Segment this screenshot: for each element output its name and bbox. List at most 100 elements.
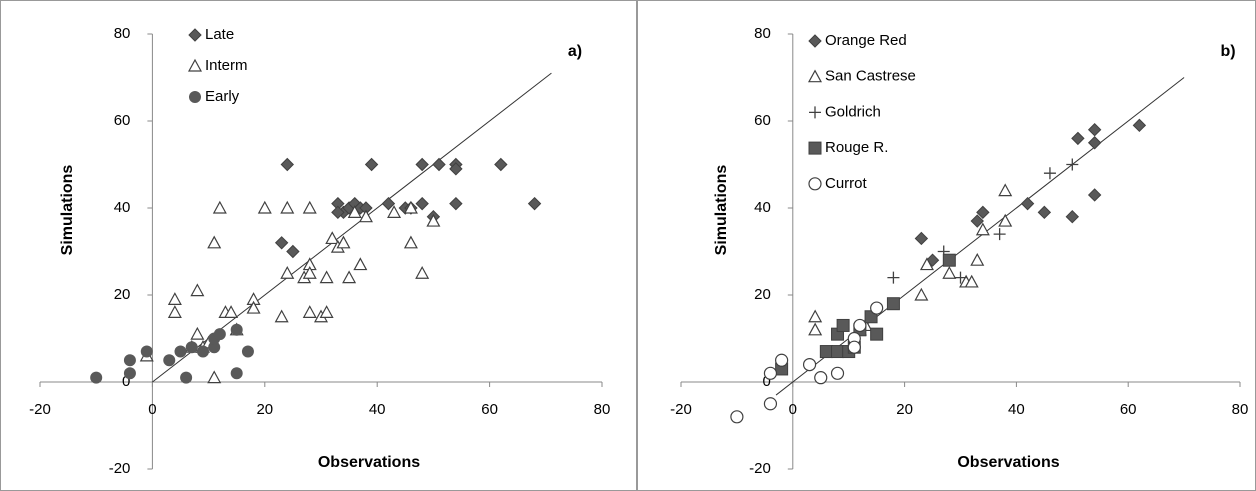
point bbox=[494, 157, 508, 172]
point bbox=[331, 205, 345, 220]
x-tick-label: 80 bbox=[594, 401, 611, 418]
point bbox=[1132, 118, 1147, 133]
point bbox=[403, 200, 418, 214]
point bbox=[914, 231, 929, 246]
point bbox=[449, 162, 463, 176]
point bbox=[90, 371, 103, 384]
x-axis-title: Observations bbox=[318, 454, 420, 471]
point bbox=[830, 366, 845, 380]
y-tick-label: 0 bbox=[762, 373, 770, 390]
point bbox=[975, 222, 990, 236]
x-axis-title: Observations bbox=[957, 454, 1059, 471]
point bbox=[381, 196, 396, 211]
legend-marker bbox=[808, 34, 822, 48]
point bbox=[302, 200, 317, 214]
legend-label: Late bbox=[205, 26, 234, 43]
point bbox=[914, 287, 929, 301]
point bbox=[325, 231, 340, 245]
point bbox=[426, 213, 441, 227]
point bbox=[730, 410, 744, 424]
point bbox=[1087, 122, 1102, 137]
point bbox=[853, 318, 867, 333]
point bbox=[964, 274, 979, 288]
legend-marker bbox=[809, 106, 821, 119]
legend-marker bbox=[808, 177, 822, 191]
point bbox=[167, 305, 182, 318]
y-tick-label: 20 bbox=[754, 286, 771, 303]
point bbox=[887, 271, 900, 284]
point bbox=[1065, 209, 1080, 224]
point bbox=[1087, 136, 1102, 150]
y-tick-label: 80 bbox=[114, 25, 131, 42]
legend-marker bbox=[188, 28, 202, 42]
point bbox=[836, 318, 850, 332]
point bbox=[415, 265, 430, 279]
y-tick-label: 0 bbox=[122, 373, 130, 390]
point bbox=[870, 301, 884, 315]
x-tick-label: 80 bbox=[1232, 401, 1249, 418]
point bbox=[364, 157, 379, 172]
point bbox=[180, 371, 193, 384]
x-tick-label: 20 bbox=[896, 401, 913, 418]
x-tick-label: -20 bbox=[670, 401, 692, 418]
point bbox=[302, 265, 317, 279]
point bbox=[174, 345, 187, 358]
x-tick-label: -20 bbox=[29, 401, 51, 418]
point bbox=[847, 340, 861, 354]
point bbox=[196, 345, 209, 358]
legend-label: Orange Red bbox=[825, 32, 907, 49]
point bbox=[403, 235, 418, 249]
point bbox=[998, 183, 1013, 197]
point bbox=[336, 235, 351, 249]
point bbox=[998, 213, 1013, 227]
point bbox=[123, 367, 136, 380]
y-tick-label: 40 bbox=[114, 199, 131, 216]
point bbox=[207, 370, 222, 384]
point bbox=[190, 326, 205, 340]
point bbox=[942, 253, 956, 267]
point bbox=[286, 244, 300, 259]
legend-marker bbox=[189, 91, 201, 103]
point bbox=[342, 270, 357, 284]
y-axis-title: Simulations bbox=[713, 165, 730, 256]
point bbox=[808, 322, 823, 336]
legend-label: Currot bbox=[825, 175, 868, 192]
legend-label: Rouge R. bbox=[825, 139, 888, 156]
reference-line bbox=[775, 77, 1185, 396]
point bbox=[241, 345, 254, 358]
point bbox=[230, 323, 243, 336]
point bbox=[814, 371, 828, 385]
point bbox=[257, 200, 272, 214]
legend-marker bbox=[807, 69, 823, 83]
point bbox=[163, 354, 176, 367]
x-tick-label: 0 bbox=[148, 401, 156, 418]
point bbox=[280, 157, 294, 172]
point bbox=[970, 214, 984, 228]
point bbox=[993, 228, 1006, 241]
point bbox=[224, 305, 239, 318]
x-tick-label: 60 bbox=[481, 401, 498, 418]
point bbox=[387, 205, 402, 218]
x-tick-label: 40 bbox=[1008, 401, 1025, 418]
legend-label: Interm bbox=[205, 57, 248, 74]
point bbox=[358, 209, 373, 223]
y-tick-label: 20 bbox=[114, 286, 131, 303]
x-tick-label: 0 bbox=[789, 401, 797, 418]
point bbox=[802, 358, 817, 372]
y-tick-label: -20 bbox=[109, 460, 131, 477]
point bbox=[190, 283, 205, 297]
point bbox=[185, 341, 198, 354]
point bbox=[208, 341, 221, 354]
point bbox=[432, 157, 446, 172]
point bbox=[954, 271, 967, 284]
point bbox=[123, 354, 136, 367]
point bbox=[870, 327, 884, 341]
point bbox=[319, 270, 334, 284]
point bbox=[415, 157, 429, 172]
point bbox=[280, 200, 295, 214]
point bbox=[207, 235, 222, 249]
point bbox=[763, 397, 778, 411]
point bbox=[775, 353, 789, 367]
point bbox=[808, 309, 823, 323]
chart-title: a) bbox=[568, 43, 582, 60]
